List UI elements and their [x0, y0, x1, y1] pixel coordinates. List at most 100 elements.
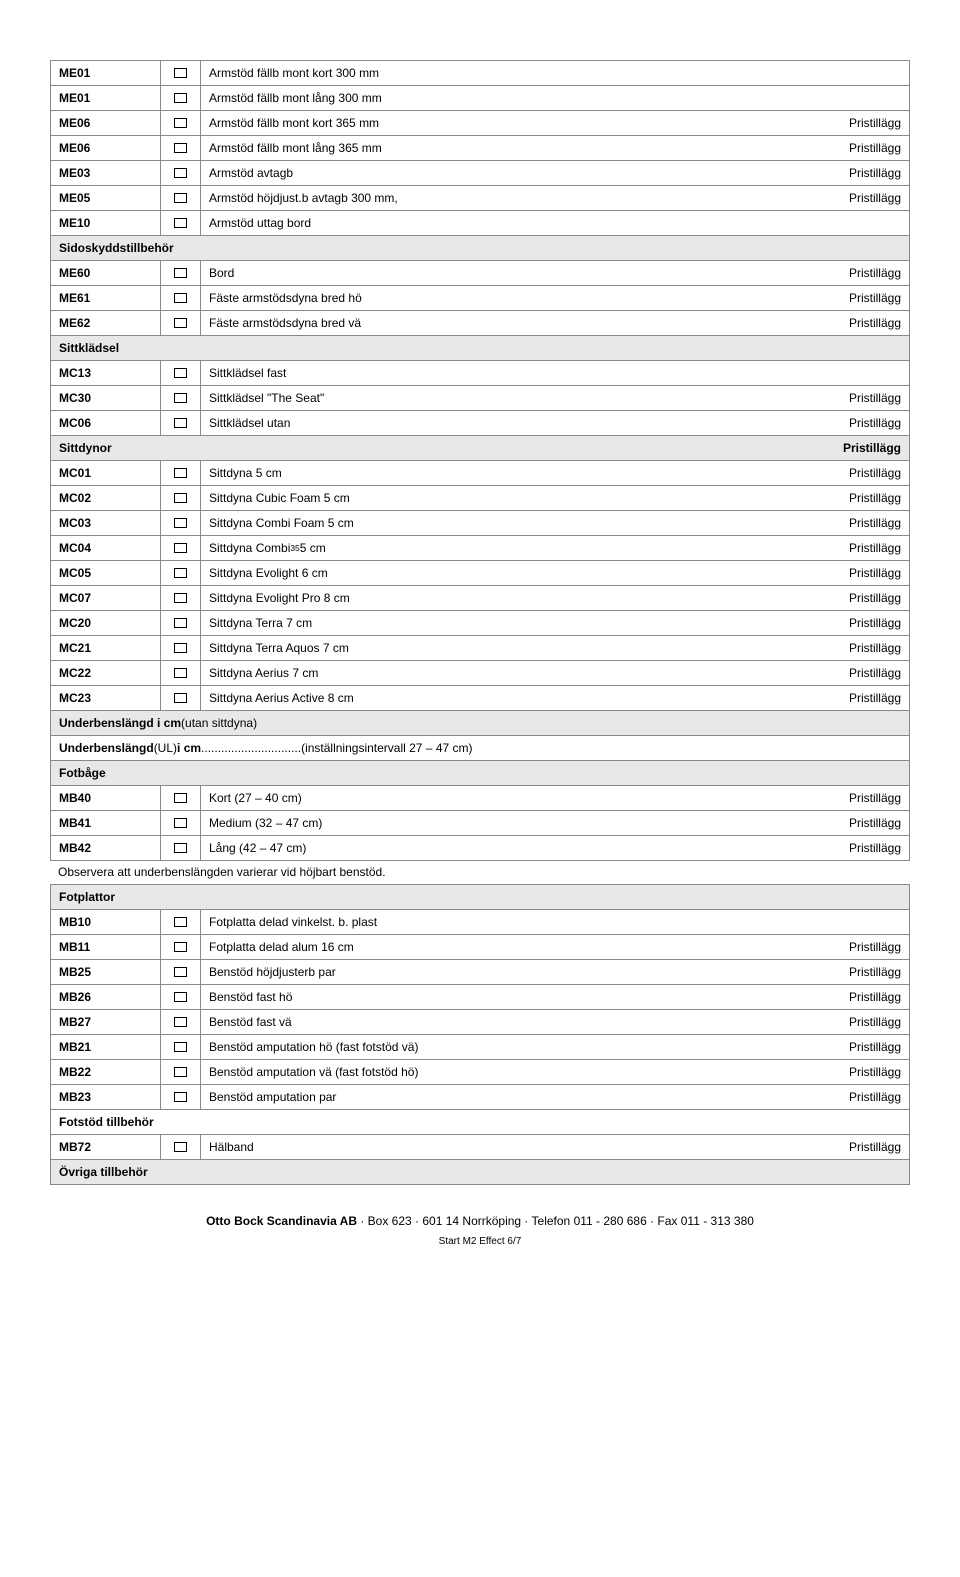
checkbox-cell [161, 386, 201, 410]
price-cell: Pristillägg [819, 661, 909, 685]
checkbox-icon[interactable] [174, 1017, 187, 1027]
table-row: ME10Armstöd uttag bord [50, 210, 910, 236]
checkbox-icon[interactable] [174, 318, 187, 328]
checkbox-icon[interactable] [174, 693, 187, 703]
checkbox-cell [161, 536, 201, 560]
price-cell: Pristillägg [819, 311, 909, 335]
checkbox-cell [161, 311, 201, 335]
checkbox-icon[interactable] [174, 393, 187, 403]
table-row: ME01Armstöd fällb mont kort 300 mm [50, 60, 910, 86]
checkbox-icon[interactable] [174, 518, 187, 528]
checkbox-icon[interactable] [174, 218, 187, 228]
table-row: MC13 Sittklädsel fast [50, 360, 910, 386]
table-row: MB42Lång (42 – 47 cm)Pristillägg [50, 835, 910, 861]
checkbox-icon[interactable] [174, 543, 187, 553]
checkbox-icon[interactable] [174, 118, 187, 128]
footer-address: · Box 623 · 601 14 Norrköping · Telefon … [357, 1214, 754, 1228]
table-row: MB10Fotplatta delad vinkelst. b. plast [50, 909, 910, 935]
description-cell: Armstöd avtagb [201, 161, 819, 185]
checkbox-icon[interactable] [174, 618, 187, 628]
code-cell: MB25 [51, 960, 161, 984]
checkbox-icon[interactable] [174, 643, 187, 653]
price-cell: Pristillägg [819, 1085, 909, 1109]
description-cell: Kort (27 – 40 cm) [201, 786, 819, 810]
code-cell: MB21 [51, 1035, 161, 1059]
code-cell: MC05 [51, 561, 161, 585]
checkbox-icon[interactable] [174, 917, 187, 927]
document-content: ME01Armstöd fällb mont kort 300 mmME01 Ar… [50, 60, 910, 1185]
price-cell [819, 361, 909, 385]
checkbox-icon[interactable] [174, 967, 187, 977]
checkbox-icon[interactable] [174, 193, 187, 203]
price-cell: Pristillägg [819, 136, 909, 160]
checkbox-icon[interactable] [174, 468, 187, 478]
section-header: Underbenslängd i cm (utan sittdyna) [50, 710, 910, 736]
table-row: MC23Sittdyna Aerius Active 8 cmPristillä… [50, 685, 910, 711]
checkbox-icon[interactable] [174, 168, 187, 178]
table-row: ME61Fäste armstödsdyna bred höPristilläg… [50, 285, 910, 311]
code-cell: MC02 [51, 486, 161, 510]
code-cell: MB10 [51, 910, 161, 934]
code-cell: MB42 [51, 836, 161, 860]
code-cell: MC13 [51, 361, 161, 385]
code-cell: ME10 [51, 211, 161, 235]
description-cell: Sittdyna Terra 7 cm [201, 611, 819, 635]
checkbox-cell [161, 935, 201, 959]
checkbox-icon[interactable] [174, 93, 187, 103]
checkbox-icon[interactable] [174, 668, 187, 678]
checkbox-icon[interactable] [174, 293, 187, 303]
checkbox-icon[interactable] [174, 593, 187, 603]
code-cell: ME61 [51, 286, 161, 310]
checkbox-icon[interactable] [174, 843, 187, 853]
price-cell: Pristillägg [819, 411, 909, 435]
checkbox-icon[interactable] [174, 68, 187, 78]
checkbox-icon[interactable] [174, 793, 187, 803]
code-cell: ME01 [51, 86, 161, 110]
checkbox-cell [161, 1035, 201, 1059]
checkbox-icon[interactable] [174, 1092, 187, 1102]
description-cell: Benstöd höjdjusterb par [201, 960, 819, 984]
checkbox-icon[interactable] [174, 1142, 187, 1152]
table-row: MC04Sittdyna Combi35 5 cmPristillägg [50, 535, 910, 561]
checkbox-icon[interactable] [174, 818, 187, 828]
checkbox-icon[interactable] [174, 368, 187, 378]
checkbox-icon[interactable] [174, 568, 187, 578]
checkbox-icon[interactable] [174, 1042, 187, 1052]
table-row: ME60BordPristillägg [50, 260, 910, 286]
description-cell: Sittklädsel "The Seat" [201, 386, 819, 410]
checkbox-icon[interactable] [174, 1067, 187, 1077]
checkbox-icon[interactable] [174, 992, 187, 1002]
checkbox-icon[interactable] [174, 493, 187, 503]
description-cell: Sittdyna 5 cm [201, 461, 819, 485]
table-row: MC30Sittklädsel "The Seat"Pristillägg [50, 385, 910, 411]
section-subheader: Underbenslängd (UL) i cm................… [50, 735, 910, 761]
code-cell: MB23 [51, 1085, 161, 1109]
section-header-title: Sittklädsel [51, 336, 909, 360]
checkbox-cell [161, 1010, 201, 1034]
description-cell: Sittklädsel fast [201, 361, 819, 385]
description-cell: Armstöd fällb mont lång 300 mm [201, 86, 819, 110]
checkbox-icon[interactable] [174, 418, 187, 428]
price-cell: Pristillägg [819, 261, 909, 285]
description-cell: Sittdyna Terra Aquos 7 cm [201, 636, 819, 660]
table-row: MC03Sittdyna Combi Foam 5 cmPristillägg [50, 510, 910, 536]
table-row: MB26Benstöd fast höPristillägg [50, 984, 910, 1010]
checkbox-cell [161, 286, 201, 310]
code-cell: MB22 [51, 1060, 161, 1084]
checkbox-icon[interactable] [174, 268, 187, 278]
checkbox-cell [161, 661, 201, 685]
code-cell: ME60 [51, 261, 161, 285]
code-cell: MC21 [51, 636, 161, 660]
checkbox-icon[interactable] [174, 143, 187, 153]
description-cell: Medium (32 – 47 cm) [201, 811, 819, 835]
code-cell: ME05 [51, 186, 161, 210]
table-row: ME01 Armstöd fällb mont lång 300 mm [50, 85, 910, 111]
price-cell: Pristillägg [819, 386, 909, 410]
code-cell: MC04 [51, 536, 161, 560]
code-cell: MC03 [51, 511, 161, 535]
description-cell: Benstöd fast vä [201, 1010, 819, 1034]
description-cell: Fotplatta delad alum 16 cm [201, 935, 819, 959]
description-cell: Sittklädsel utan [201, 411, 819, 435]
price-cell: Pristillägg [819, 636, 909, 660]
checkbox-icon[interactable] [174, 942, 187, 952]
